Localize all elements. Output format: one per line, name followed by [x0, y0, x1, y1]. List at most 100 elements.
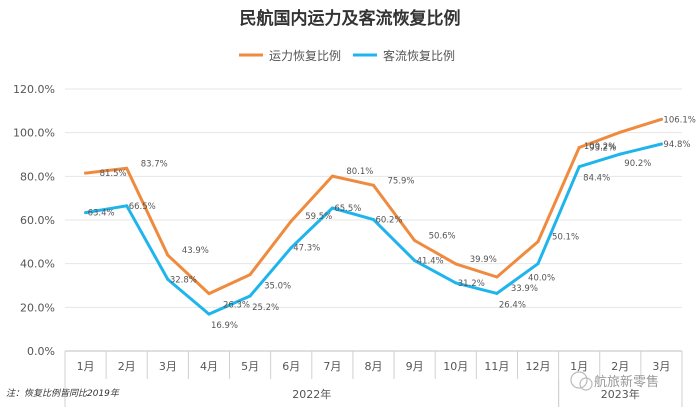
data-point: [618, 130, 622, 134]
x-tick-label: 2月: [118, 360, 136, 373]
y-axis: 0.0% 20.0% 40.0% 60.0% 80.0% 100.0% 120.0%: [13, 83, 55, 358]
data-label: 66.5%: [129, 202, 156, 212]
data-point: [413, 259, 417, 263]
x-tick-label: 11月: [484, 360, 509, 373]
data-point: [289, 219, 293, 223]
data-point: [454, 281, 458, 285]
data-label: 47.3%: [293, 244, 320, 254]
data-point: [289, 246, 293, 250]
data-label: 60.2%: [376, 216, 403, 226]
data-label: 94.8%: [663, 140, 690, 150]
data-point: [536, 240, 540, 244]
data-label: 26.4%: [499, 300, 526, 310]
data-label: 41.4%: [417, 257, 444, 267]
data-label: 106.1%: [663, 115, 695, 125]
data-label: 83.7%: [141, 159, 168, 169]
wechat-icon-bubble: [579, 377, 593, 391]
year-group-label: 2023年: [601, 387, 640, 401]
data-label: 40.0%: [528, 274, 555, 284]
watermark-text: 航旅新零售: [594, 374, 659, 390]
data-label: 84.4%: [583, 174, 610, 184]
x-tick-label: 1月: [570, 360, 588, 373]
data-label: 80.1%: [346, 167, 373, 177]
y-tick-label: 100.0%: [13, 127, 55, 140]
x-tick-label: 2月: [611, 360, 629, 373]
data-label: 75.9%: [388, 176, 415, 186]
x-tick-label: 1月: [77, 360, 95, 373]
data-point: [495, 291, 499, 295]
series-line-0: [84, 117, 663, 296]
x-tick-label: 6月: [282, 360, 300, 373]
data-point: [659, 117, 663, 121]
legend: 运力恢复比例 客流恢复比例: [239, 48, 455, 63]
data-label: 25.2%: [252, 303, 279, 313]
data-point: [248, 294, 252, 298]
chart-title: 民航国内运力及客流恢复比例: [240, 8, 461, 29]
x-tick-label: 5月: [241, 360, 259, 373]
data-point: [372, 218, 375, 222]
wechat-icon: [570, 371, 588, 389]
x-tick-label: 3月: [652, 360, 670, 373]
data-point: [577, 146, 581, 150]
data-label: 26.3%: [223, 301, 250, 311]
data-point: [84, 211, 88, 215]
data-point: [166, 253, 170, 257]
data-label: 32.8%: [170, 275, 197, 285]
x-axis: 1月 2月 3月 4月 5月 6月 7月 8月 9月 10月 11月 12月 1月 2月 3月 2022年 20…: [64, 350, 683, 407]
data-label: 93.2%: [589, 144, 616, 154]
data-point: [372, 183, 375, 187]
data-label: 35.0%: [264, 282, 291, 292]
series-lines: [84, 117, 663, 316]
data-label: 59.5%: [305, 212, 332, 222]
data-labels: 81.5% 63.4% 83.7% 66.5% 43.9% 32.8% 26.3% 16.9%…: [88, 115, 696, 331]
data-point: [330, 206, 334, 210]
data-point: [659, 142, 663, 146]
data-label: 90.2%: [624, 159, 651, 169]
data-point: [495, 275, 499, 279]
data-label: 65.5%: [334, 204, 361, 214]
legend-label: 运力恢复比例: [269, 49, 341, 63]
data-label: 33.9%: [511, 284, 538, 294]
year-group-label: 2022年: [292, 387, 331, 401]
data-point: [454, 262, 458, 266]
x-tick-label: 9月: [406, 360, 424, 373]
data-point: [166, 277, 170, 281]
data-point: [330, 174, 334, 178]
y-tick-label: 40.0%: [20, 258, 55, 271]
series-line-1: [84, 142, 663, 316]
data-point: [413, 239, 417, 243]
x-tick-label: 10月: [443, 360, 468, 373]
data-label: 50.6%: [429, 232, 456, 242]
data-point: [207, 312, 211, 316]
data-point: [248, 273, 252, 277]
data-point: [84, 171, 88, 175]
data-label: 39.9%: [470, 255, 497, 265]
data-label: 81.5%: [100, 169, 127, 179]
data-label: 43.9%: [182, 246, 209, 256]
grid: [65, 88, 682, 308]
data-point: [577, 165, 581, 169]
x-tick-label: 3月: [159, 360, 177, 373]
watermark: 航旅新零售: [570, 371, 659, 391]
data-point: [536, 262, 540, 266]
data-point: [207, 292, 211, 296]
x-tick-label: 7月: [323, 360, 341, 373]
data-point: [125, 166, 129, 170]
data-label: 50.1%: [552, 233, 579, 243]
y-tick-label: 120.0%: [13, 83, 55, 96]
data-label: 63.4%: [88, 209, 115, 219]
data-label: 31.2%: [458, 279, 485, 289]
x-tick-label: 12月: [526, 360, 551, 373]
legend-label: 客流恢复比例: [383, 48, 455, 63]
footnote: 注：恢复比例皆同比2019年: [6, 388, 120, 399]
x-tick-label: 4月: [200, 360, 218, 373]
y-tick-label: 0.0%: [27, 345, 55, 358]
data-point: [125, 204, 129, 208]
y-tick-label: 60.0%: [20, 214, 55, 227]
y-tick-label: 80.0%: [20, 170, 55, 183]
data-label: 16.9%: [211, 321, 238, 331]
data-point: [618, 152, 622, 156]
y-tick-label: 20.0%: [20, 301, 55, 314]
data-label: 100.2%: [584, 142, 616, 152]
